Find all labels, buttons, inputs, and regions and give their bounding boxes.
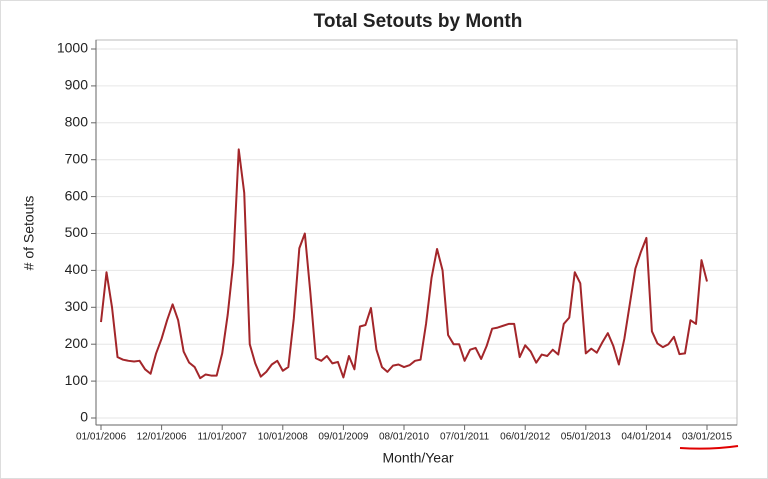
y-tick-label: 100 [65,372,89,388]
y-tick-label: 800 [65,114,89,130]
chart-title: Total Setouts by Month [314,11,523,32]
x-tick-label: 07/01/2011 [440,432,490,443]
y-tick-label: 500 [65,224,89,240]
annotation-underline [679,445,739,450]
x-tick-label: 04/01/2014 [621,432,671,443]
x-tick-label: 12/01/2006 [137,432,187,443]
y-tick-label: 0 [80,409,88,425]
x-tick-label: 05/01/2013 [561,432,611,443]
x-tick-label: 10/01/2008 [258,432,308,443]
y-tick-label: 700 [65,150,89,166]
x-tick-label: 01/01/2006 [76,432,126,443]
x-tick-label: 09/01/2009 [318,432,368,443]
y-axis-label: # of Setouts [21,196,37,271]
x-axis-label: Month/Year [382,450,453,466]
y-tick-label: 1000 [57,40,88,56]
y-tick-label: 300 [65,298,89,314]
x-tick-label: 03/01/2015 [682,432,732,443]
y-tick-label: 400 [65,261,89,277]
data-line [100,148,708,380]
y-tick-label: 600 [65,187,89,203]
y-tick-label: 900 [65,77,89,93]
x-tick-label: 06/01/2012 [500,432,550,443]
y-tick-label: 200 [65,335,89,351]
x-tick-label: 11/01/2007 [198,432,248,443]
x-tick-label: 08/01/2010 [379,432,429,443]
